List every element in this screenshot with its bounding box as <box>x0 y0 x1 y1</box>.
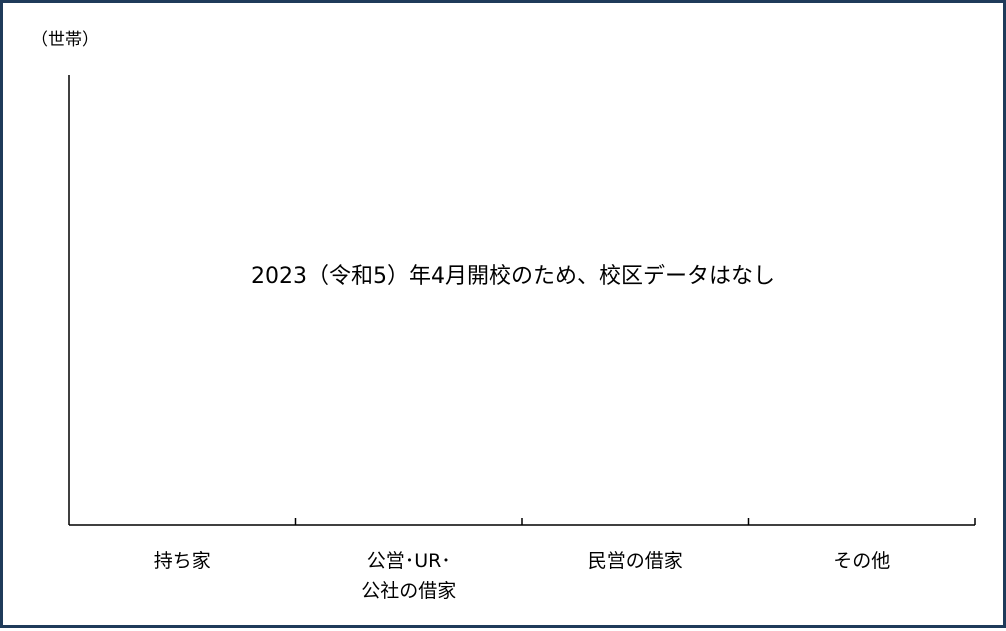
y-axis-unit-label: （世帯） <box>31 30 99 50</box>
x-tick-label-line: その他 <box>833 550 890 572</box>
x-axis-category-labels: 持ち家 公営･UR･ 公社の借家 民営の借家 その他 <box>154 550 891 602</box>
x-tick-label-line: 公社の借家 <box>361 580 456 602</box>
x-tick-label-4: その他 <box>833 550 890 572</box>
x-tick-label-3: 民営の借家 <box>588 550 683 572</box>
x-tick-label-1: 持ち家 <box>154 550 211 572</box>
x-axis-ticks <box>294 518 976 525</box>
x-tick-label-line: 持ち家 <box>154 550 211 572</box>
no-data-annotation: 2023（令和5）年4月開校のため、校区データはなし <box>251 264 775 289</box>
x-tick-label-line: 公営･UR･ <box>367 550 451 572</box>
x-tick-label-line: 民営の借家 <box>588 550 683 572</box>
x-tick-label-2: 公営･UR･ 公社の借家 <box>361 550 456 602</box>
chart-canvas: （世帯） 持ち家 公営･UR･ 公社の借家 民営の借家 その他 2023（令和5）年4月… <box>31 30 976 602</box>
